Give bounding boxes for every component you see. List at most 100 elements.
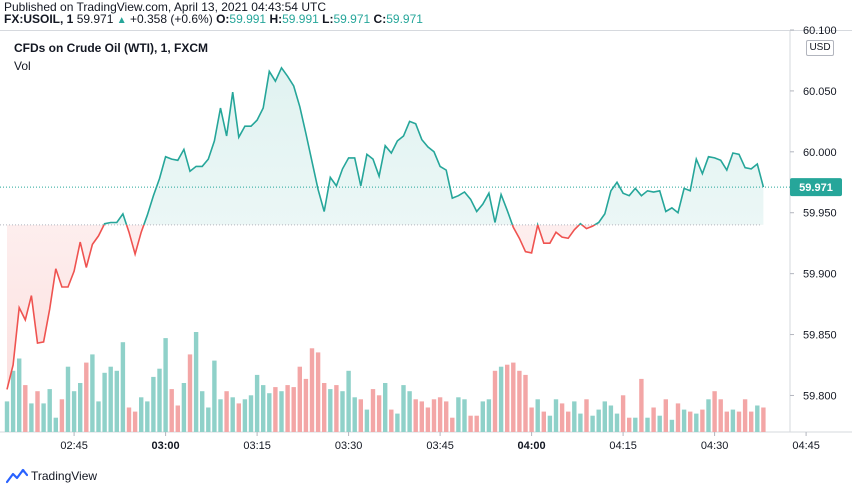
time-tick-label: 04:00: [518, 440, 546, 452]
volume-bar: [639, 378, 644, 432]
volume-bar: [261, 385, 266, 432]
volume-bar: [730, 409, 736, 432]
time-axis[interactable]: 02:45 03:00 03:15 03:30 03:45 04:00 04:15 04:30…: [60, 432, 820, 452]
volume-bar: [200, 391, 205, 432]
symbol-label[interactable]: FX:USOIL, 1: [4, 12, 74, 26]
volume-bar: [517, 370, 522, 432]
quote-line: FX:USOIL, 1 59.971 ▲ +0.358 (+0.6%) O:59…: [4, 12, 423, 26]
volume-bar: [572, 401, 577, 432]
volume-bar: [169, 389, 174, 432]
volume-bar: [71, 391, 77, 432]
volume-bar: [187, 354, 193, 432]
price-axis[interactable]: 60.100 60.050 60.000 59.950 59.900 59.850 59.8…: [790, 25, 837, 403]
volume-bar: [407, 391, 412, 432]
volume-bar: [706, 399, 711, 432]
close-value: 59.971: [386, 12, 423, 26]
volume-bar: [230, 397, 235, 432]
volume-bar: [346, 370, 351, 432]
volume-bar: [145, 401, 150, 432]
chart-frame: [0, 30, 852, 463]
volume-bar: [608, 405, 614, 432]
volume-bar: [456, 397, 461, 432]
currency-button[interactable]: USD: [806, 40, 834, 56]
volume-bar: [157, 368, 162, 432]
volume-bar: [547, 415, 553, 432]
price-line: [6, 66, 765, 390]
volume-bar: [273, 387, 278, 432]
price-tick-label: 59.950: [803, 208, 837, 220]
volume-bar: [206, 407, 211, 432]
volume-bar: [297, 366, 302, 432]
volume-label: Vol: [14, 59, 31, 73]
volume-bar: [724, 411, 729, 432]
volume-bar: [358, 399, 363, 432]
volume-bar: [761, 407, 766, 432]
volume-bar: [425, 407, 431, 432]
volume-bar: [114, 370, 119, 432]
volume-bar: [328, 389, 333, 432]
volume-bar: [218, 399, 223, 432]
volume-bar: [578, 413, 583, 432]
volume-bar: [712, 391, 717, 432]
volume-bar: [53, 417, 58, 432]
volume-bar: [645, 417, 650, 432]
volume-bar: [120, 342, 126, 432]
volume-bar: [23, 385, 28, 432]
volume-bar: [541, 411, 546, 432]
volume-bar: [193, 332, 199, 432]
time-tick-label: 03:30: [335, 440, 363, 452]
volume-bar: [669, 419, 675, 432]
volume-bar: [535, 399, 540, 432]
volume-bar: [291, 387, 296, 432]
last-price-tag-bg: [790, 178, 842, 197]
volume-bar: [566, 411, 571, 432]
time-tick-label: 04:15: [609, 440, 637, 452]
open-label: O:: [216, 12, 230, 26]
price-tick-label: 60.050: [803, 86, 837, 98]
volume-bar: [59, 399, 65, 432]
volume-bar: [236, 403, 241, 432]
volume-bar: [413, 399, 418, 432]
high-label: H:: [269, 12, 283, 26]
volume-bar: [84, 362, 89, 432]
volume-bar: [102, 372, 107, 432]
volume-bar: [614, 413, 620, 432]
volume-bar: [78, 383, 83, 432]
volume-bar: [108, 366, 113, 432]
price-tick-label: 60.000: [803, 147, 837, 159]
area-above-baseline: [104, 67, 764, 225]
volume-bar: [657, 415, 662, 432]
volume-bar: [65, 366, 71, 432]
volume-bar: [151, 376, 156, 432]
volume-bar: [383, 383, 388, 432]
volume-bar: [755, 405, 760, 432]
volume-bar: [492, 370, 498, 432]
footer-brand[interactable]: TradingView: [6, 468, 97, 484]
volume-bar: [462, 399, 467, 432]
volume-bar: [224, 391, 229, 432]
volume-bar: [181, 383, 187, 432]
time-tick-label: 03:15: [243, 440, 271, 452]
volume-bar: [364, 409, 370, 432]
time-tick-label: 02:45: [60, 440, 88, 452]
volume-bar: [694, 413, 699, 432]
volume-bar: [242, 399, 248, 432]
volume-bar: [596, 409, 601, 432]
chart-title: CFDs on Crude Oil (WTI), 1, FXCM: [14, 41, 208, 55]
volume-bar: [742, 399, 748, 432]
volume-bar: [47, 389, 52, 432]
volume-bar: [29, 403, 34, 432]
volume-bar: [437, 397, 443, 432]
volume-bar: [620, 395, 626, 432]
volume-bar: [309, 348, 315, 432]
time-tick-label: 03:45: [426, 440, 454, 452]
high-value: 59.991: [282, 12, 319, 26]
volume-bar: [267, 393, 272, 432]
volume-bar: [474, 415, 479, 432]
low-label: L:: [322, 12, 334, 26]
volume-bar: [35, 391, 40, 432]
volume-bar: [553, 399, 559, 432]
close-label: C:: [373, 12, 387, 26]
footer-brand-label: TradingView: [31, 469, 98, 483]
